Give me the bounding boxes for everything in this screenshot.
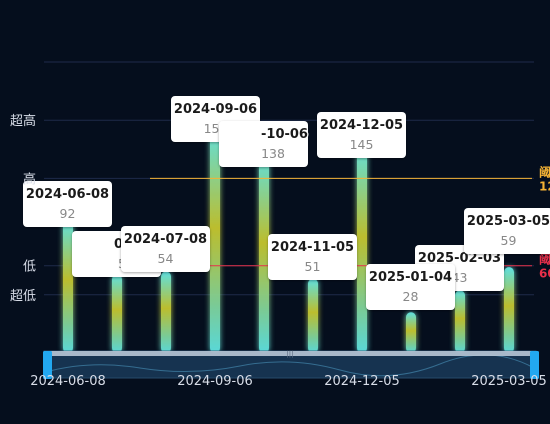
threshold-label: 阈 — [539, 252, 550, 267]
tooltip-title: 2025-01-04 — [369, 270, 452, 285]
threshold-label: 阈 — [539, 164, 550, 179]
tooltip: 2025-03-05 59 — [464, 208, 550, 254]
tooltip-box — [317, 112, 406, 158]
tooltip: 2024-11-05 51 — [268, 234, 357, 280]
tooltip-value: 54 — [158, 251, 174, 266]
tooltip-title: 2025-02-03 — [418, 251, 501, 266]
zoom-handle-right[interactable] — [530, 351, 539, 379]
bar — [406, 312, 416, 353]
bar — [259, 152, 269, 353]
tooltip-value: 145 — [350, 137, 374, 152]
x-tick-label: 2025-03-05 — [471, 374, 547, 389]
y-tick-label: 高 — [23, 171, 36, 187]
tooltip: -10-06 138 — [219, 121, 309, 167]
bar — [357, 142, 367, 353]
tooltip: 2024-06-08 92 — [23, 181, 112, 227]
tooltip-title: 2024-12-05 — [320, 118, 403, 133]
tooltip-title: 2024-06-08 — [26, 187, 109, 202]
bar — [504, 267, 514, 353]
tooltip-title: 2024-07-08 — [124, 232, 207, 247]
tooltip-box — [23, 181, 112, 227]
bar — [63, 219, 73, 353]
tooltip-value: 92 — [60, 206, 76, 221]
y-tick-label: 低 — [23, 260, 36, 275]
x-tick-label: 2024-09-06 — [177, 374, 253, 389]
bar — [112, 274, 122, 353]
x-tick-label: 2024-12-05 — [324, 374, 400, 389]
bar — [455, 290, 465, 353]
zoom-handle-left[interactable] — [43, 351, 52, 379]
bar — [161, 271, 171, 353]
x-tick-label: 2024-06-08 — [30, 374, 106, 389]
tooltip-value: 51 — [305, 259, 321, 274]
tooltip-title: 2024-11-05 — [271, 240, 354, 255]
tooltip: 2024-07-08 54 — [121, 226, 210, 272]
zoom-top-bar — [44, 351, 536, 356]
y-tick-label: 超高 — [10, 113, 36, 129]
tooltip-box — [268, 234, 357, 280]
y-tick-label: 超低 — [10, 289, 36, 304]
zoom-grip: ||| — [286, 350, 293, 358]
tooltip-title: -10-06 — [261, 127, 308, 142]
tooltip: 2025-01-04 28 — [366, 264, 455, 310]
tooltip-value: 59 — [501, 233, 517, 248]
tooltip-box — [121, 226, 210, 272]
data-zoom-slider[interactable]: ||| — [43, 350, 539, 379]
tooltip-value: 28 — [403, 289, 419, 304]
zoom-preview — [45, 354, 535, 377]
bar — [210, 126, 220, 354]
tooltip-value: 138 — [261, 146, 285, 161]
tooltip-value: 43 — [452, 270, 468, 285]
threshold-value: 60 — [539, 267, 550, 281]
tooltip-title: 2024-09-06 — [174, 102, 257, 117]
tooltip-title: 2025-03-05 — [467, 214, 550, 229]
tooltip-box — [219, 121, 308, 167]
tooltip: 2024-12-05 145 — [317, 112, 406, 158]
threshold-value: 12 — [539, 179, 550, 193]
tooltip-box — [464, 208, 550, 254]
bar — [308, 278, 318, 353]
tooltip-box — [366, 264, 455, 310]
